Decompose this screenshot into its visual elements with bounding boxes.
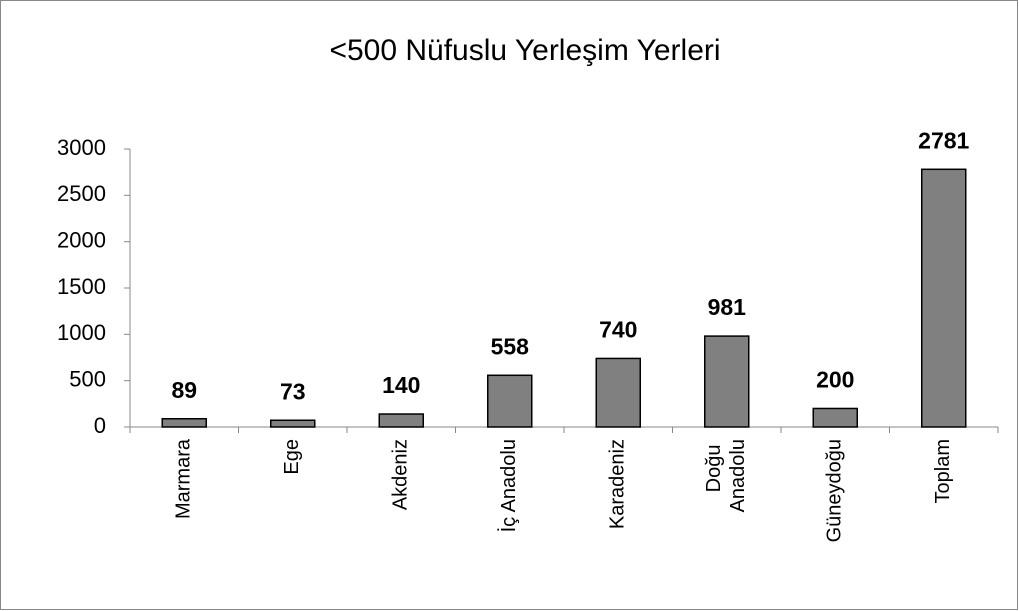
y-tick-label: 1000 bbox=[57, 320, 106, 345]
value-label: 558 bbox=[491, 333, 530, 359]
y-tick-label: 0 bbox=[94, 413, 106, 438]
x-tick-label: İç Anadolu bbox=[497, 439, 520, 532]
x-tick-label: Akdeniz bbox=[390, 439, 412, 510]
bar bbox=[812, 407, 858, 428]
x-tick-label: Marmara bbox=[173, 438, 195, 519]
y-tick-label: 3000 bbox=[57, 135, 106, 160]
x-tick-label: Ege bbox=[281, 439, 303, 475]
value-label: 73 bbox=[280, 378, 306, 404]
value-label: 2781 bbox=[918, 127, 969, 153]
x-tick-label: Doğu Anadolu bbox=[703, 439, 749, 512]
x-tick-label: Karadeniz bbox=[607, 439, 629, 529]
y-tick-label: 500 bbox=[69, 366, 106, 391]
bar bbox=[704, 335, 750, 428]
y-tick-label: 2500 bbox=[57, 181, 106, 206]
bar bbox=[161, 418, 207, 428]
y-tick-label: 2000 bbox=[57, 227, 106, 252]
value-label: 200 bbox=[816, 367, 854, 393]
x-tick-label: Güneydoğu bbox=[824, 439, 846, 542]
value-label: 140 bbox=[382, 372, 420, 398]
bar bbox=[270, 419, 316, 428]
bar bbox=[487, 374, 533, 428]
value-label: 89 bbox=[171, 377, 197, 403]
bar bbox=[378, 413, 424, 428]
bar bbox=[921, 168, 967, 428]
value-label: 981 bbox=[708, 294, 747, 320]
x-tick-label: Toplam bbox=[932, 439, 954, 503]
y-tick-label: 1500 bbox=[57, 274, 106, 299]
chart-title: <500 Nüfuslu Yerleşim Yerleri bbox=[329, 34, 720, 67]
value-label: 740 bbox=[599, 317, 637, 343]
bar bbox=[595, 357, 641, 428]
